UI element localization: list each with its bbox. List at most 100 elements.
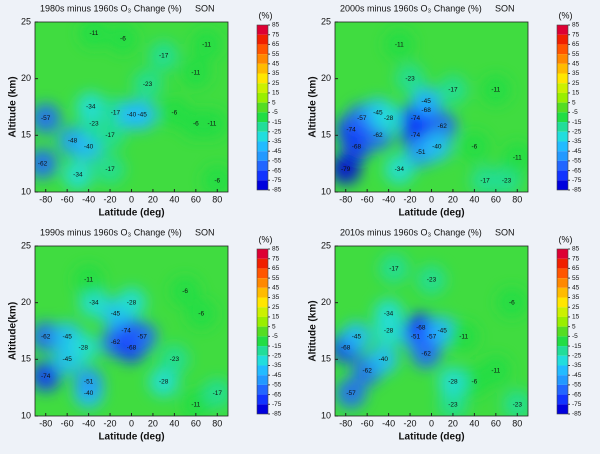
- contour-label: -68: [421, 107, 431, 114]
- contour-label: -51: [411, 333, 421, 340]
- colorbar-bin: [557, 268, 568, 279]
- field-blob: [437, 75, 468, 105]
- colorbar-tick-label: -25: [572, 352, 582, 359]
- colorbar-tick-label: -45: [572, 148, 582, 155]
- colorbar-tick-label: -55: [272, 158, 282, 165]
- chart-title: 1990s minus 1960s O₃ Change (%): [40, 227, 182, 237]
- contour-label: -45: [421, 98, 431, 105]
- contour-label: -62: [111, 339, 121, 346]
- colorbar-tick-label: 5: [272, 323, 276, 330]
- contour-label: -23: [427, 277, 437, 284]
- field: -57-48-40-34-62-23-34-17 -40 -45-17-17-11-…: [35, 22, 228, 192]
- colorbar-bin: [557, 131, 568, 142]
- panel: -74-62-45-45-28-40-51-74-62-68-57-45-34-…: [8, 227, 282, 442]
- colorbar-tick-label: 15: [572, 90, 580, 97]
- colorbar-tick-label: -15: [572, 119, 582, 126]
- field-blobs: [335, 29, 528, 192]
- colorbar-bin: [257, 63, 268, 74]
- contour-label: -74: [411, 115, 421, 122]
- y-axis-label: Altitude (km): [308, 300, 319, 361]
- colorbar-tick-label: -5: [272, 333, 278, 340]
- colorbar-frame: [256, 24, 269, 191]
- colorbar-bin: [557, 404, 568, 414]
- colorbar-tick-label: -35: [572, 138, 582, 145]
- colorbar-bin: [257, 34, 268, 45]
- colorbar-bin: [257, 336, 268, 347]
- chart-title: 2000s minus 1960s O₃ Change (%): [340, 3, 482, 13]
- colorbar-bin: [557, 151, 568, 161]
- field-blob: [378, 253, 409, 284]
- colorbar-tick-label: -85: [272, 187, 282, 194]
- contour-label: -45: [138, 112, 148, 119]
- contour-label: -68: [127, 345, 137, 352]
- field-blob: [78, 22, 109, 49]
- colorbar-bin: [257, 25, 268, 35]
- contour-label: -62: [362, 367, 372, 374]
- contour-label: -28: [384, 115, 394, 122]
- field-blobs: [35, 265, 228, 416]
- colorbar-bin: [257, 346, 268, 356]
- field-blob: [411, 338, 442, 369]
- contour-label: -34: [73, 172, 83, 179]
- contour-label: -45: [62, 333, 72, 340]
- contour-label: -17: [213, 390, 223, 397]
- colorbar-bin: [257, 112, 268, 123]
- colorbar-tick-label: 65: [572, 41, 580, 48]
- x-tick-label: -80: [339, 418, 352, 428]
- x-tick-label: -40: [382, 194, 395, 204]
- colorbar-tick-label: -25: [572, 128, 582, 135]
- field-blob: [73, 367, 104, 397]
- contour-label: -23: [513, 401, 523, 408]
- colorbar-bin: [557, 160, 568, 171]
- contour-label: -6: [171, 109, 177, 116]
- colorbar-tick-label: -35: [572, 362, 582, 369]
- y-tick-label: 15: [321, 354, 331, 364]
- field-blob: [480, 355, 511, 386]
- field-blob: [496, 287, 527, 318]
- field-blob: [35, 361, 61, 392]
- field-blob: [68, 333, 99, 363]
- x-tick-label: 20: [148, 194, 158, 204]
- colorbar-tick-label: -55: [572, 158, 582, 165]
- x-tick-label: 40: [169, 194, 179, 204]
- contour-label: -17: [159, 53, 169, 60]
- colorbar-tick-label: 85: [272, 22, 280, 29]
- contour-label: -28: [448, 379, 458, 386]
- y-tick-label: 20: [21, 73, 31, 83]
- chart-title: 1980s minus 1960s O₃ Change (%): [40, 3, 182, 13]
- field-blob: [448, 321, 479, 352]
- x-tick-label: -40: [382, 418, 395, 428]
- colorbar-bin: [257, 249, 268, 259]
- colorbar-tick-label: -85: [272, 411, 282, 418]
- colorbar-tick-label: 65: [572, 265, 580, 272]
- contour-label: -57: [41, 115, 51, 122]
- x-tick-label: -80: [339, 194, 352, 204]
- colorbar-tick-label: 5: [572, 323, 576, 330]
- colorbar-tick-label: 45: [272, 285, 280, 292]
- colorbar-bin: [257, 180, 268, 190]
- y-tick-label: 25: [21, 240, 31, 250]
- colorbar-bin: [257, 297, 268, 308]
- y-tick-label: 15: [321, 130, 331, 140]
- contour-label: -6: [509, 299, 515, 306]
- colorbar-tick-label: 5: [272, 99, 276, 106]
- contour-label: -57: [427, 333, 437, 340]
- contour-label: -68: [416, 324, 426, 331]
- contour-label: -40: [84, 390, 94, 397]
- contour-label: -62: [438, 123, 448, 130]
- field-blob: [95, 154, 126, 185]
- colorbar-tick-label: -5: [572, 333, 578, 340]
- contour-label: -45: [373, 109, 383, 116]
- y-tick-label: 25: [321, 16, 331, 26]
- contour-label: -17: [111, 109, 121, 116]
- y-tick-label: 10: [21, 186, 31, 196]
- field-blob: [116, 287, 147, 318]
- field-blobs: [335, 253, 528, 416]
- field-blob: [336, 378, 367, 409]
- contour-label: -40: [84, 143, 94, 150]
- colorbar-bin: [257, 268, 268, 279]
- colorbar-tick-label: 75: [572, 255, 580, 262]
- colorbar-tick-label: -75: [272, 177, 282, 184]
- contour-label: -11: [491, 367, 500, 374]
- colorbar-bin: [557, 34, 568, 45]
